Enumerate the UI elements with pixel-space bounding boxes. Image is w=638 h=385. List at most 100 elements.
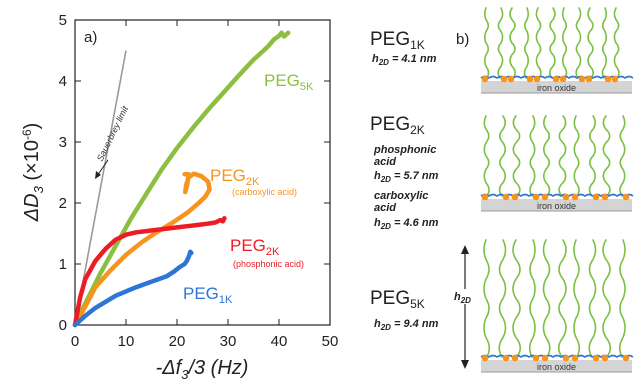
series-line-peg1k — [72, 249, 194, 328]
anchor-group — [541, 193, 549, 201]
anchor-group — [532, 354, 540, 362]
anchor-group — [559, 75, 567, 83]
iron-oxide-label: iron oxide — [537, 83, 576, 93]
sauerbrey-limit-label: Sauerbrey limit — [95, 104, 131, 163]
x-tick-label: 0 — [71, 333, 79, 350]
x-axis-title: -Δf3/3 (Hz) — [156, 357, 249, 382]
anchor-group — [604, 75, 612, 83]
anchor-group — [562, 193, 570, 201]
y-tick-label: 4 — [59, 73, 67, 90]
polymer-chain — [558, 115, 567, 197]
x-tick-label: 50 — [322, 333, 339, 350]
polymer-chain — [602, 239, 612, 358]
polymer-chain — [512, 115, 521, 197]
iron-oxide-label: iron oxide — [537, 201, 576, 211]
anchor-group — [611, 75, 619, 83]
y-tick-label: 5 — [59, 12, 67, 29]
label-peg5k: PEG5K — [264, 71, 314, 93]
polymer-chain — [483, 7, 490, 79]
anchor-group — [500, 75, 508, 83]
polymer-chain — [587, 7, 594, 79]
y-axis-ticks: 0 1 2 3 4 5 — [59, 12, 330, 334]
row-h-peg1k: h2D = 4.1 nm — [372, 53, 437, 67]
polymer-chain — [497, 7, 504, 79]
polymer-chain — [483, 239, 491, 358]
row-peg2k-phosphonic-2: acid — [374, 156, 396, 168]
polymer-chain — [588, 239, 597, 358]
polymer-brush-panels: iron oxide iron oxide iron oxide — [480, 7, 634, 373]
schematic-panel: b) PEG1K h2D = 4.1 nm PEG2K phosphonic a… — [370, 7, 634, 373]
y-tick-label: 1 — [59, 256, 67, 273]
h2d-arrow-down — [461, 360, 469, 369]
polymer-chain — [542, 239, 551, 358]
h2d-label: h2D — [454, 291, 471, 305]
row-h-peg2k-phosphonic: h2D = 5.7 nm — [374, 170, 439, 184]
polymer-chain — [575, 7, 582, 79]
x-tick-label: 30 — [220, 333, 237, 350]
polymer-chain — [618, 239, 626, 358]
polymer-chain — [557, 239, 567, 358]
iron-oxide-substrate — [481, 199, 632, 211]
y-tick-label: 2 — [59, 195, 67, 212]
polymer-chain — [613, 7, 620, 79]
polymer-chain — [528, 239, 536, 358]
polymer-chain — [509, 7, 516, 79]
anchor-group — [622, 193, 630, 201]
anchor-group — [526, 75, 534, 83]
polymer-chain — [523, 7, 530, 79]
x-tick-label: 20 — [169, 333, 186, 350]
x-tick-label: 10 — [118, 333, 135, 350]
polymer-chain — [535, 7, 542, 79]
row-label-peg5k: PEG5K — [370, 288, 425, 311]
anchor-group — [532, 193, 540, 201]
polymer-chain — [483, 115, 490, 197]
series-line-peg2k_phos — [72, 216, 227, 328]
polymer-chain — [588, 115, 596, 197]
anchor-group — [578, 75, 586, 83]
polymer-chain — [573, 239, 581, 358]
h2d-arrow-up — [461, 245, 469, 254]
anchor-group — [601, 354, 609, 362]
iron-oxide-substrate — [481, 81, 632, 93]
label-peg2k-phosphonic: PEG2K — [230, 236, 280, 258]
anchor-group — [541, 354, 549, 362]
anchor-group — [601, 193, 609, 201]
polymer-chain — [602, 115, 611, 197]
label-peg2k-carboxylic: PEG2K — [210, 166, 260, 188]
y-tick-label: 3 — [59, 134, 67, 151]
panel-label-a: a) — [84, 29, 97, 46]
y-axis-title: ΔD3 (×10-6) — [20, 123, 46, 223]
anchor-group — [552, 75, 560, 83]
polymer-chain — [561, 7, 568, 79]
anchor-group — [481, 75, 489, 83]
series-group — [72, 30, 291, 328]
row-h-peg2k-carboxylic: h2D = 4.6 nm — [374, 217, 439, 231]
anchor-group — [571, 193, 579, 201]
anchor-group — [507, 75, 515, 83]
polymer-chain — [549, 7, 556, 79]
label-peg2k-phosphonic-note: (phosphonic acid) — [233, 259, 304, 269]
brush-panel-peg2k: iron oxide — [480, 115, 634, 212]
series-line-peg5k — [72, 30, 291, 328]
iron-oxide-label: iron oxide — [537, 362, 576, 372]
y-tick-label: 0 — [59, 317, 67, 334]
anchor-group — [562, 354, 570, 362]
iron-oxide-substrate — [481, 360, 632, 372]
row-peg2k-phosphonic-1: phosphonic — [373, 144, 436, 156]
anchor-group — [481, 354, 489, 362]
polymer-chain — [601, 7, 608, 79]
polymer-chain — [619, 115, 626, 197]
label-peg1k: PEG1K — [183, 284, 233, 306]
x-axis-ticks: 0 10 20 30 40 50 — [71, 20, 339, 350]
x-tick-label: 40 — [271, 333, 288, 350]
panel-label-b: b) — [456, 31, 469, 48]
brush-panel-peg5k: iron oxide — [480, 239, 634, 373]
series-line-peg2k_carb — [72, 171, 212, 328]
polymer-chain — [573, 115, 580, 197]
anchor-group — [502, 193, 510, 201]
anchor-group — [481, 193, 489, 201]
row-label-peg1k: PEG1K — [370, 29, 425, 52]
polymer-chain — [498, 115, 506, 197]
polymer-chain — [512, 239, 522, 358]
